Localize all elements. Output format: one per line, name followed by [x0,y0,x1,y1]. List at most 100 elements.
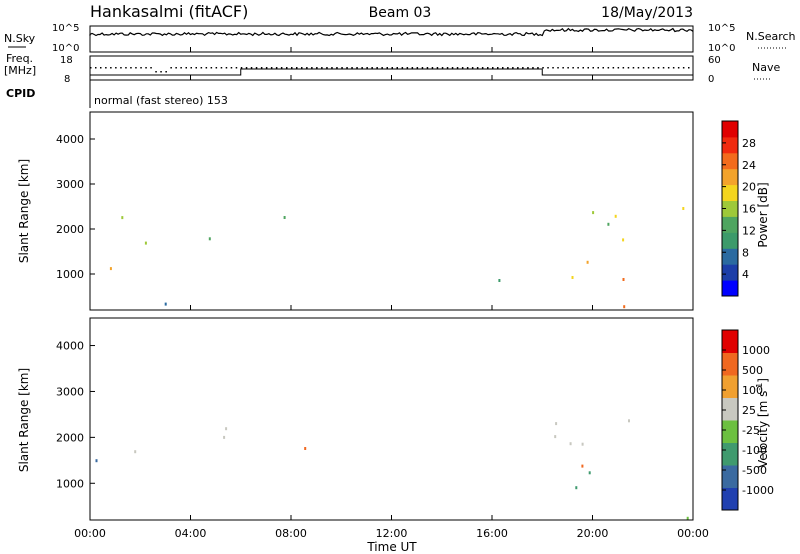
colorbar-cell [722,487,738,511]
x-axis-ticks: 00:00 04:00 08:00 12:00 16:00 20:00 00:00 [74,47,709,540]
nave-dot [125,67,127,69]
range-gate-cell [686,516,689,520]
nave-dot [607,67,610,69]
nave-dot [245,67,248,69]
range-gate-cell [555,422,558,426]
colorbar-cell [722,152,738,170]
range-gate-cell [225,427,228,431]
date-title: 18/May/2013 [601,5,693,21]
velocity-scatter [95,419,689,520]
beam-title: Beam 03 [369,5,432,21]
velocity-panel-frame [89,317,694,521]
colorbar-cell [722,216,738,233]
nave-dot [235,67,238,69]
cpid-label: CPID [6,87,35,100]
colorbar-tick-label: 4 [742,268,749,281]
nave-dot [351,67,353,69]
velocity-ylabel: Slant Range [km] [17,368,31,472]
nave-dot [255,67,258,69]
nave-dot [135,67,137,69]
nave-dot [592,67,594,69]
range-gate-cell [575,486,578,490]
nave-dot [155,71,157,73]
power-y-ticks: 4000 3000 2000 1000 [56,133,95,281]
colorbar-cell [722,136,738,154]
colorbar-tick-label: 24 [742,159,756,172]
nave-dot [110,67,112,69]
nave-dot [296,67,298,69]
freq-line [90,68,693,76]
nave-dot [461,67,464,69]
nave-dot [456,67,459,69]
colorbar-cell [722,168,738,186]
nave-dot [95,67,97,69]
range-gate-cell [304,447,307,450]
nave-dot [497,67,499,69]
nave-dot [316,67,318,69]
colorbar-cell [722,420,738,443]
nave-dot [381,67,383,69]
colorbar-cell [722,280,738,297]
nave-dot [275,67,278,69]
colorbar-tick-label: -100 [742,444,767,457]
range-gate-cell [592,211,595,215]
nave-dot [210,67,213,69]
station-title: Hankasalmi (fitACF) [90,2,248,21]
nave-dot [150,67,152,69]
nave-dot [441,67,444,69]
nave-dot [311,67,313,69]
nave-dot [366,67,368,69]
colorbar-cell [722,375,738,398]
noise-left-tick-top: 10^5 [52,23,79,34]
range-gate-cell [569,442,572,446]
nave-dot [145,67,147,69]
nave-dot [406,67,409,69]
nave-dot [326,67,328,69]
nave-dot [215,67,218,69]
nave-dot [512,67,514,69]
colorbar-tick-label: 12 [742,224,756,237]
noise-trace [89,27,694,37]
range-gate-cell [571,276,574,279]
nave-dot [170,67,172,69]
colorbar-cell [722,121,738,138]
velocity-cbar-label: Velocity [m s-1] [755,378,770,468]
nave-dot [270,67,273,69]
nave-dot [286,67,288,69]
noise-left-tick-bottom: 10^0 [52,43,79,54]
nave-dot [667,67,670,69]
nave-dot [321,67,323,69]
x-axis-label: Time UT [366,540,417,554]
nave-dot [341,67,343,69]
x-tick-label: 00:00 [677,527,709,540]
range-gate-cell [223,435,226,439]
nave-dot [547,67,549,69]
nave-dot [105,67,107,69]
nave-dot [537,67,539,69]
nave-dot [517,67,519,69]
nave-dot [291,67,293,69]
nave-dot [301,67,303,69]
y-tick-label: 4000 [56,340,84,353]
nave-dot [466,67,469,69]
cpid-text: normal (fast stereo) 153 [94,94,228,107]
power-cbar-label: Power [dB] [756,182,770,247]
nave-dot [250,67,253,69]
nave-dot [542,67,544,69]
freq-right-tick-top: 60 [708,55,721,66]
nave-dot [507,67,509,69]
freq-right-tick-bottom: 0 [708,74,714,85]
nave-dot [662,67,665,69]
nave-dot [371,67,373,69]
colorbar-tick-label: 25 [742,404,756,417]
nave-dot [617,67,620,69]
colorbar-tick-label: -500 [742,464,767,477]
nave-dot [492,67,494,69]
nave-dot [190,67,192,69]
nave-dot [572,67,574,69]
nave-dot [306,67,308,69]
nave-dot [396,67,398,69]
colorbar-tick-label: 20 [742,181,756,194]
nave-dot [386,67,388,69]
noise-right-tick-bottom: 10^0 [708,43,735,54]
